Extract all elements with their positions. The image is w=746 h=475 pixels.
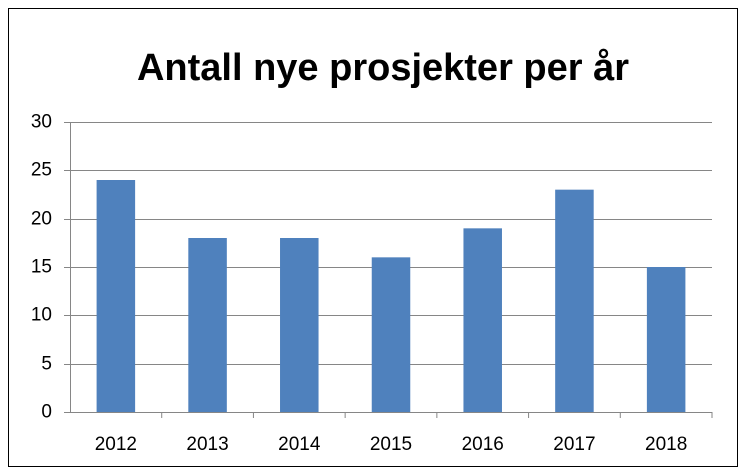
x-tick-label: 2015 xyxy=(370,434,412,455)
chart-title: Antall nye prosjekter per år xyxy=(137,47,629,89)
x-tick-label: 2014 xyxy=(278,434,321,455)
y-tick-label: 10 xyxy=(31,305,52,326)
y-tick-label: 25 xyxy=(31,160,52,181)
y-tick-label: 30 xyxy=(31,112,52,133)
y-tick-label: 15 xyxy=(31,257,52,278)
x-tick-label: 2016 xyxy=(462,434,504,455)
bar xyxy=(463,228,502,412)
y-tick-label: 20 xyxy=(31,209,52,230)
bar xyxy=(646,267,686,412)
bar xyxy=(96,180,136,412)
bar xyxy=(371,257,411,412)
x-tick-label: 2012 xyxy=(95,434,137,455)
bar xyxy=(555,189,594,412)
x-tick-label: 2013 xyxy=(186,434,228,455)
bar xyxy=(280,238,319,412)
y-tick-label: 0 xyxy=(41,402,52,423)
bar xyxy=(188,238,227,412)
x-tick-label: 2017 xyxy=(553,434,595,455)
y-tick-label: 5 xyxy=(41,354,52,375)
x-tick-label: 2018 xyxy=(645,434,687,455)
